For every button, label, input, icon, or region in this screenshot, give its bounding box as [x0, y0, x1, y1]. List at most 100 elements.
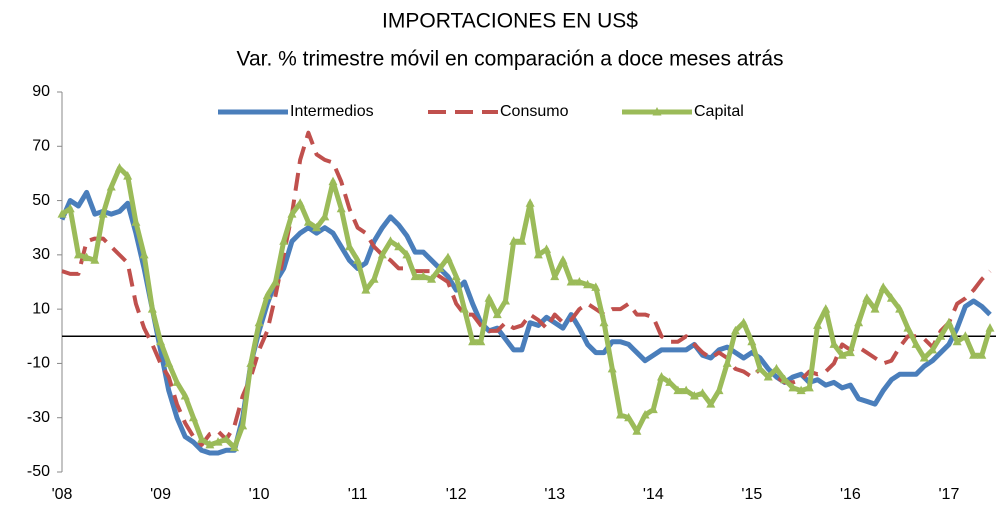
marker: [648, 404, 658, 414]
marker: [492, 309, 502, 319]
marker: [722, 358, 732, 367]
legend-label: Intermedios: [290, 103, 374, 120]
marker: [952, 336, 962, 346]
y-tick-label: 10: [32, 300, 50, 317]
marker: [985, 323, 995, 332]
marker: [238, 420, 248, 430]
y-tick-label: 50: [32, 192, 50, 209]
marker: [303, 217, 313, 226]
x-tick-label: '17: [939, 486, 960, 503]
marker: [172, 377, 182, 386]
x-tick-label: '08: [52, 486, 73, 503]
marker: [246, 358, 256, 367]
marker: [57, 209, 67, 218]
marker: [279, 236, 289, 245]
marker: [574, 277, 584, 286]
marker: [328, 176, 338, 186]
y-tick-label: -10: [27, 355, 50, 372]
marker: [468, 336, 478, 346]
marker: [271, 277, 281, 286]
marker: [427, 274, 437, 283]
x-tick-label: '12: [446, 486, 467, 503]
marker: [706, 399, 716, 408]
marker: [755, 363, 765, 373]
marker: [673, 385, 683, 395]
marker: [895, 304, 905, 313]
marker: [353, 255, 363, 264]
marker: [418, 271, 428, 281]
marker: [969, 350, 979, 359]
marker: [385, 236, 395, 245]
marker: [410, 271, 420, 281]
marker: [845, 347, 855, 357]
marker: [591, 282, 601, 291]
marker: [878, 282, 888, 291]
x-tick-label: '13: [544, 486, 565, 503]
x-tick-label: '14: [643, 486, 664, 503]
marker: [566, 277, 576, 286]
marker: [459, 304, 469, 313]
y-tick-label: 70: [32, 138, 50, 155]
marker: [681, 385, 691, 395]
marker: [98, 209, 108, 218]
marker: [377, 249, 387, 259]
x-tick-label: '10: [249, 486, 270, 503]
marker: [739, 317, 749, 327]
marker: [583, 279, 593, 289]
marker: [443, 252, 453, 262]
marker: [369, 274, 379, 283]
marker: [295, 198, 305, 207]
marker: [862, 293, 872, 302]
marker: [344, 241, 354, 251]
marker: [763, 372, 773, 381]
marker: [147, 304, 157, 313]
legend-label: Consumo: [500, 103, 569, 120]
y-tick-label: 30: [32, 246, 50, 263]
marker: [615, 410, 625, 419]
marker: [632, 426, 642, 435]
marker: [156, 336, 166, 346]
x-tick-label: '16: [840, 486, 861, 503]
marker: [164, 358, 174, 367]
marker: [180, 391, 190, 400]
y-tick-label: -50: [27, 463, 50, 480]
marker: [771, 363, 781, 373]
marker: [813, 320, 823, 329]
y-tick-label: 90: [32, 83, 50, 100]
marker: [730, 325, 740, 335]
marker: [747, 336, 757, 346]
marker: [796, 385, 806, 395]
marker: [829, 339, 839, 348]
marker: [977, 350, 987, 359]
marker: [533, 249, 543, 259]
marker: [336, 203, 346, 213]
marker: [698, 388, 708, 397]
marker: [287, 209, 297, 218]
marker: [558, 255, 568, 264]
marker: [821, 304, 831, 313]
marker: [500, 296, 510, 305]
marker: [213, 437, 223, 446]
marker: [911, 339, 921, 348]
marker: [484, 293, 494, 302]
marker: [599, 317, 609, 327]
marker: [788, 382, 798, 392]
marker: [262, 290, 272, 300]
marker: [131, 217, 141, 226]
marker: [451, 271, 461, 281]
marker: [517, 236, 527, 245]
marker: [509, 236, 519, 245]
marker: [689, 391, 699, 400]
marker: [936, 331, 946, 340]
marker: [65, 203, 75, 213]
marker: [221, 434, 231, 443]
chart-subtitle: Var. % trimestre móvil en comparación a …: [237, 48, 784, 71]
marker: [394, 241, 404, 251]
marker: [624, 412, 634, 422]
legend-marker: [652, 107, 662, 116]
marker: [854, 317, 864, 327]
x-tick-label: '15: [741, 486, 762, 503]
marker: [607, 363, 617, 373]
marker: [780, 374, 790, 384]
marker: [73, 249, 83, 259]
